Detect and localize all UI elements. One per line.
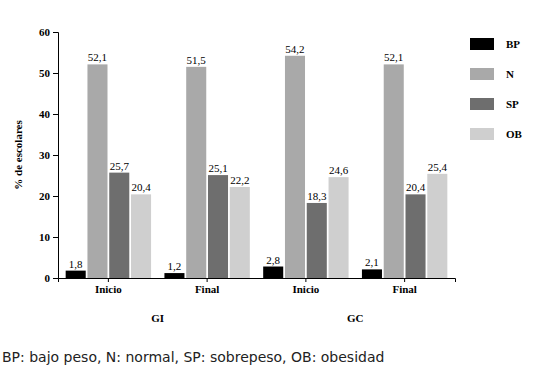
bar (384, 64, 404, 278)
bar (208, 175, 228, 278)
y-tick-mark (53, 278, 58, 279)
bar (109, 173, 129, 278)
bar (406, 194, 426, 278)
bar (66, 271, 86, 278)
bar (329, 177, 349, 278)
y-tick-label: 10 (39, 231, 51, 243)
bar (285, 56, 305, 278)
legend-label: BP (506, 38, 520, 50)
y-tick-mark (53, 114, 58, 115)
data-label: 25,7 (110, 160, 130, 172)
x-tick-label: Final (195, 283, 219, 295)
bars (66, 56, 448, 278)
bar (307, 203, 327, 278)
legend-item: N (470, 68, 514, 80)
y-tick-label: 0 (45, 272, 51, 284)
y-tick-label: 20 (39, 190, 51, 202)
legend-item: SP (470, 98, 519, 110)
data-label: 2,1 (365, 256, 379, 268)
x-tick-label: Final (392, 283, 416, 295)
x-group-label: GC (347, 312, 364, 324)
y-tick-label: 50 (39, 67, 51, 79)
legend-swatch (470, 98, 494, 110)
legend-swatch (470, 38, 494, 50)
legend-swatch (470, 128, 494, 140)
x-tick-label: Inicio (292, 283, 319, 295)
bar (263, 267, 283, 278)
data-label: 2,8 (266, 254, 280, 266)
legend-label: OB (506, 128, 523, 140)
legend-swatch (470, 68, 494, 80)
y-axis: 0 10 20 30 40 50 60 (39, 26, 59, 284)
y-tick-mark (53, 237, 58, 238)
chart: 1,8 1,2 2,8 2,1 52,1 51,5 54,2 52,1 25,7 25,1 18,3… (0, 0, 534, 374)
data-label: 25,1 (208, 162, 227, 174)
data-labels: 1,8 1,2 2,8 2,1 52,1 51,5 54,2 52,1 25,7 25,1 18,3… (69, 43, 448, 272)
data-label: 52,1 (384, 51, 403, 63)
data-label: 25,4 (428, 161, 448, 173)
y-tick-mark (53, 32, 58, 33)
data-label: 20,4 (131, 181, 151, 193)
y-tick-mark (53, 196, 58, 197)
y-tick: 0 (45, 272, 59, 284)
legend-item: BP (470, 38, 520, 50)
y-tick-mark (53, 73, 58, 74)
data-label: 24,6 (329, 164, 349, 176)
y-axis-line (53, 33, 59, 279)
y-tick: 20 (39, 190, 58, 202)
bar (186, 67, 206, 278)
y-tick: 40 (39, 108, 58, 120)
bar (164, 273, 184, 278)
data-label: 20,4 (406, 181, 426, 193)
legend-label: SP (506, 98, 519, 110)
x-tick: Inicio (292, 278, 319, 295)
data-label: 22,2 (230, 174, 249, 186)
data-label: 18,3 (307, 190, 327, 202)
x-tick: Final (392, 278, 416, 295)
legend: BP N SP OB (470, 38, 523, 140)
data-label: 1,2 (168, 260, 182, 272)
x-tick-mark (108, 278, 109, 282)
data-label: 52,1 (88, 51, 107, 63)
y-tick: 30 (39, 149, 58, 161)
y-tick: 60 (39, 26, 58, 38)
y-tick-mark (53, 155, 58, 156)
x-tick-mark (305, 278, 306, 282)
bar (131, 194, 151, 278)
y-axis-title: % de escolares (12, 120, 24, 190)
legend-item: OB (470, 128, 523, 140)
x-axis: Inicio Final Inicio Final (59, 278, 456, 295)
data-label: 54,2 (285, 43, 304, 55)
bar (362, 269, 382, 278)
data-label: 51,5 (187, 54, 207, 66)
x-tick-mark (404, 278, 405, 282)
legend-label: N (506, 68, 514, 80)
x-tick-mark (207, 278, 208, 282)
bar (427, 174, 447, 278)
y-tick: 10 (39, 231, 58, 243)
caption: BP: bajo peso, N: normal, SP: sobrepeso,… (2, 349, 384, 365)
y-tick-label: 60 (39, 26, 51, 38)
bar (87, 64, 107, 278)
bar (230, 187, 250, 278)
x-tick: Inicio (95, 278, 122, 295)
y-tick-label: 30 (39, 149, 51, 161)
y-tick: 50 (39, 67, 58, 79)
x-group-label: GI (151, 312, 164, 324)
x-axis-line (59, 279, 456, 283)
y-tick-label: 40 (39, 108, 51, 120)
x-tick-label: Inicio (95, 283, 122, 295)
data-label: 1,8 (69, 258, 83, 270)
x-tick: Final (195, 278, 219, 295)
